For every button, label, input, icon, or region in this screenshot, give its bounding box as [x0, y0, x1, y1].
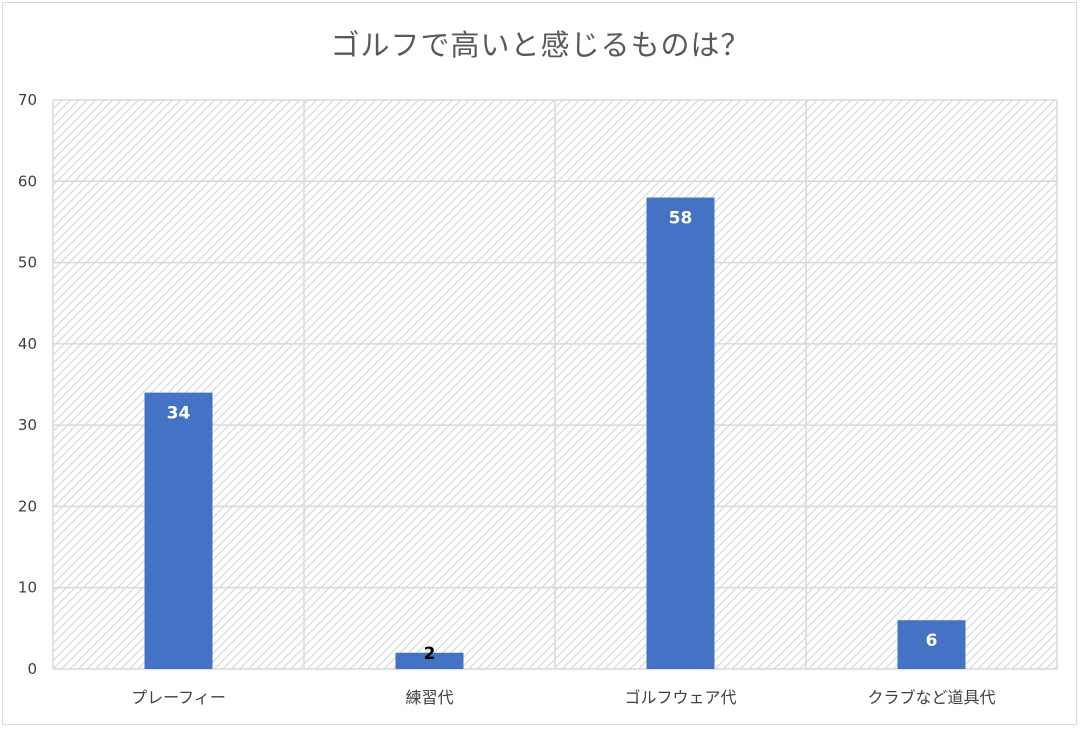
y-tick-label: 40 — [18, 335, 37, 353]
bar — [646, 197, 715, 670]
grid — [52, 99, 1058, 670]
chart-title: ゴルフで高いと感じるものは？ — [330, 28, 751, 62]
bar — [144, 392, 213, 669]
category-label: ゴルフウェア代 — [624, 688, 736, 707]
y-tick-label: 20 — [18, 497, 37, 515]
bar — [897, 620, 966, 669]
data-label: 34 — [167, 404, 191, 424]
y-tick-label: 50 — [18, 254, 37, 272]
y-axis: 0 10 20 30 40 50 60 70 — [18, 91, 37, 678]
y-tick-label: 30 — [18, 416, 37, 434]
bar — [395, 652, 464, 669]
y-tick-label: 0 — [27, 660, 37, 678]
category-label: 練習代 — [405, 688, 453, 707]
y-tick-label: 70 — [18, 91, 37, 109]
y-tick-label: 60 — [18, 172, 37, 190]
category-label: プレーフィー — [131, 688, 226, 707]
data-label: 58 — [669, 209, 693, 229]
data-label: 6 — [926, 631, 938, 651]
x-axis: プレーフィー 練習代 ゴルフウェア代 クラブなど道具代 — [131, 688, 995, 707]
data-label: 2 — [424, 644, 436, 664]
y-tick-label: 10 — [18, 579, 37, 597]
bars: 34 2 58 6 — [144, 197, 966, 670]
category-label: クラブなど道具代 — [867, 688, 995, 707]
